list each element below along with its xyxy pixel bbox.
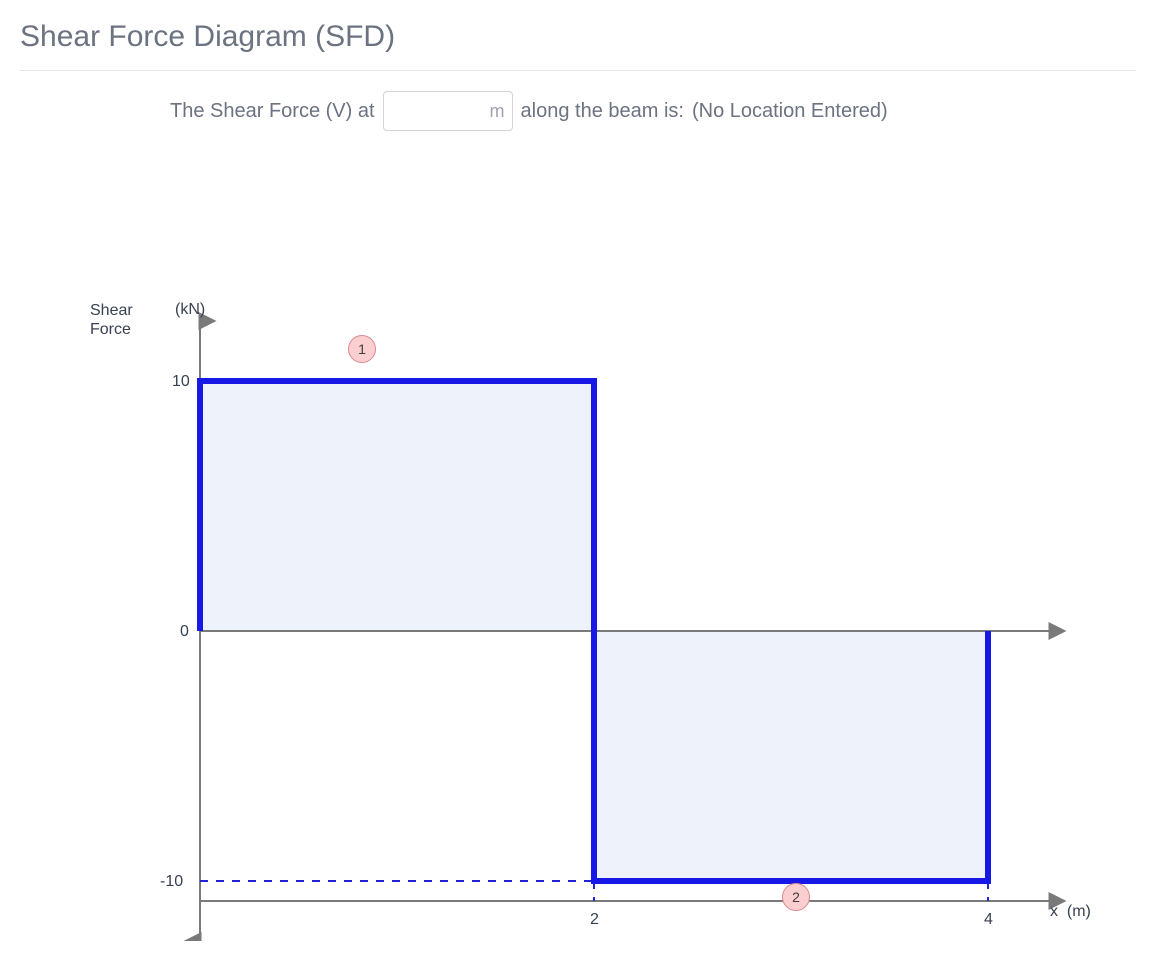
prompt-pre: The Shear Force (V) at (170, 100, 375, 123)
shear-prompt: The Shear Force (V) at m along the beam … (170, 91, 1136, 131)
prompt-post-a: along the beam is: (521, 100, 684, 123)
y-axis-label: Shear Force (90, 301, 133, 339)
x-tick-2: 2 (590, 911, 599, 929)
location-unit: m (490, 101, 505, 122)
y-tick-0: 0 (180, 623, 189, 641)
x-tick-4: 4 (984, 911, 993, 929)
x-axis-label: x (m) (1050, 903, 1091, 921)
y-tick-neg10: -10 (160, 873, 183, 891)
y-tick-10: 10 (172, 373, 190, 391)
segment-badge-1: 1 (348, 335, 376, 363)
prompt-post-b: (No Location Entered) (692, 100, 888, 123)
sfd-chart: Shear Force (kN) 10 0 -10 2 4 x (m) 1 2 (20, 141, 1120, 941)
page-title: Shear Force Diagram (SFD) (20, 20, 1136, 71)
segment-badge-2: 2 (782, 883, 810, 911)
sfd-svg (20, 141, 1120, 941)
y-axis-unit: (kN) (175, 301, 205, 319)
location-input-wrap: m (383, 91, 513, 131)
